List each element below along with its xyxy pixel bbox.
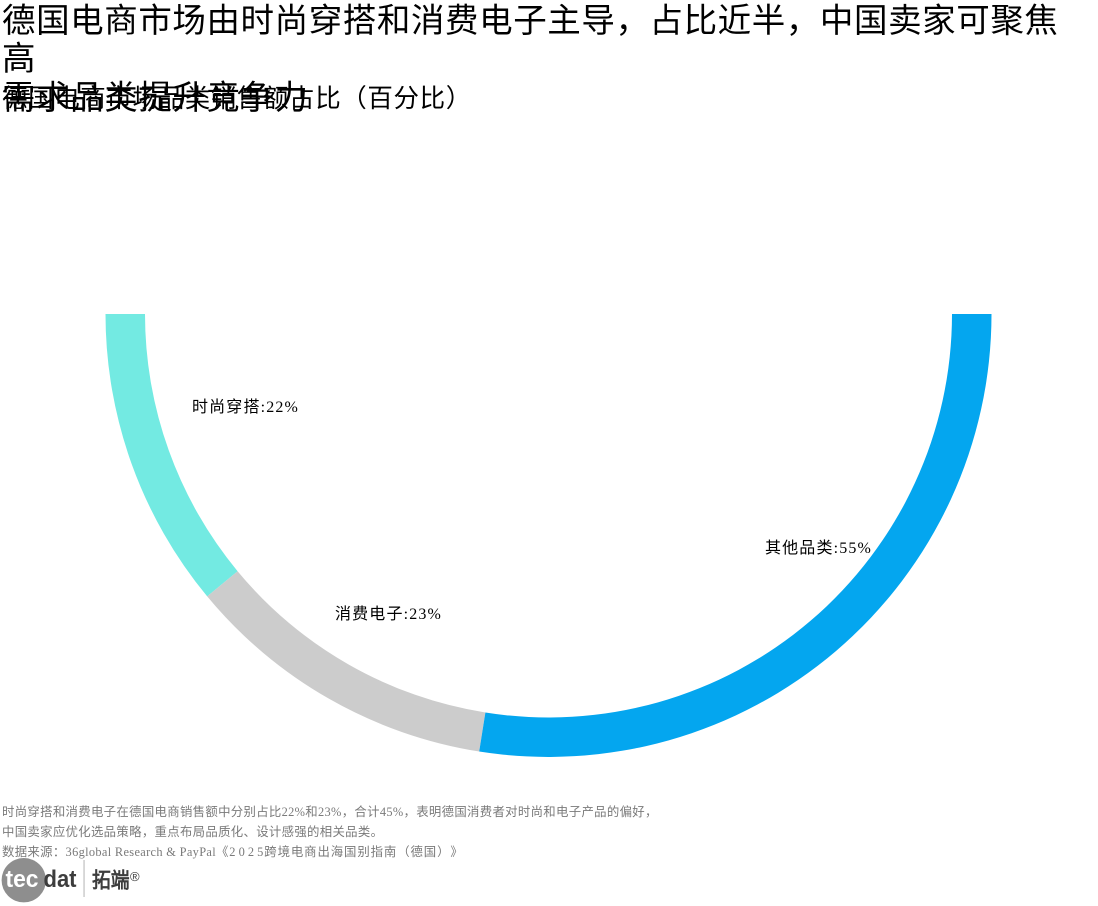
svg-text:拓端: 拓端 xyxy=(92,870,130,893)
svg-text:dat: dat xyxy=(44,866,77,893)
svg-text:tec: tec xyxy=(6,866,39,893)
svg-text:®: ® xyxy=(130,869,140,884)
